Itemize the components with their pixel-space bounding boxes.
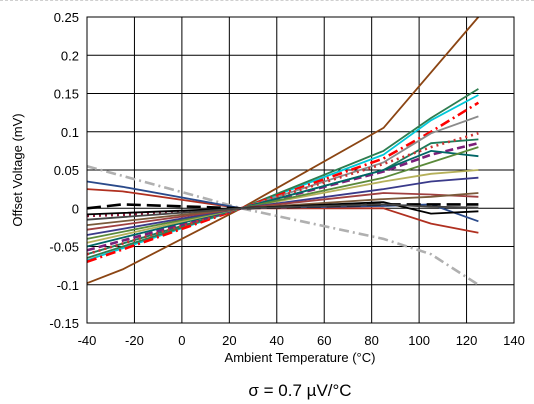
x-tick-labels: -40 -20 0 20 40 60 80 100 120 140 [78, 333, 525, 348]
series-line-11 [86, 146, 479, 240]
series-line-17 [86, 188, 479, 234]
series-line-12 [86, 176, 479, 236]
x-tick-label: 40 [270, 333, 284, 348]
series-line-7 [86, 141, 479, 252]
x-axis-label: Ambient Temperature (°C) [225, 350, 376, 365]
x-tick-label: -40 [78, 333, 97, 348]
plot-frame [86, 16, 515, 324]
x-tick-label: 20 [222, 333, 236, 348]
series-line-14 [86, 192, 479, 226]
series-line-16 [86, 164, 480, 286]
y-tick-label: 0.25 [54, 10, 79, 25]
series-line-21 [86, 203, 479, 221]
series-group [86, 16, 480, 286]
x-tick-label: 120 [456, 333, 478, 348]
y-tick-label: 0.15 [54, 87, 79, 102]
series-line-10 [86, 169, 479, 244]
y-tick-label: -0.15 [49, 316, 79, 331]
y-tick-labels: -0.15 -0.1 -0.05 0 0.05 0.1 0.15 0.2 0.25 [49, 10, 79, 331]
x-tick-label: 60 [317, 333, 331, 348]
y-axis-label: Offset Voltage (mV) [10, 113, 25, 226]
y-tick-label: 0.2 [61, 48, 79, 63]
y-tick-label: 0.05 [54, 163, 79, 178]
series-line-4 [86, 101, 480, 264]
top-rule [0, 0, 534, 2]
series-line-19 [86, 201, 479, 216]
series-line-20 [86, 203, 479, 210]
y-tick-label: 0 [72, 201, 79, 216]
chart-caption: σ = 0.7 µV/°C [248, 381, 351, 400]
y-tick-label: -0.05 [49, 240, 79, 255]
x-tick-label: 140 [503, 333, 525, 348]
y-tick-label: -0.1 [57, 278, 79, 293]
series-line-9 [86, 150, 479, 248]
x-tick-label: 100 [408, 333, 430, 348]
y-tick-label: 0.1 [61, 125, 79, 140]
x-tick-label: 80 [364, 333, 378, 348]
grid [87, 17, 514, 323]
x-tick-label: -20 [125, 333, 144, 348]
x-tick-label: 0 [178, 333, 185, 348]
